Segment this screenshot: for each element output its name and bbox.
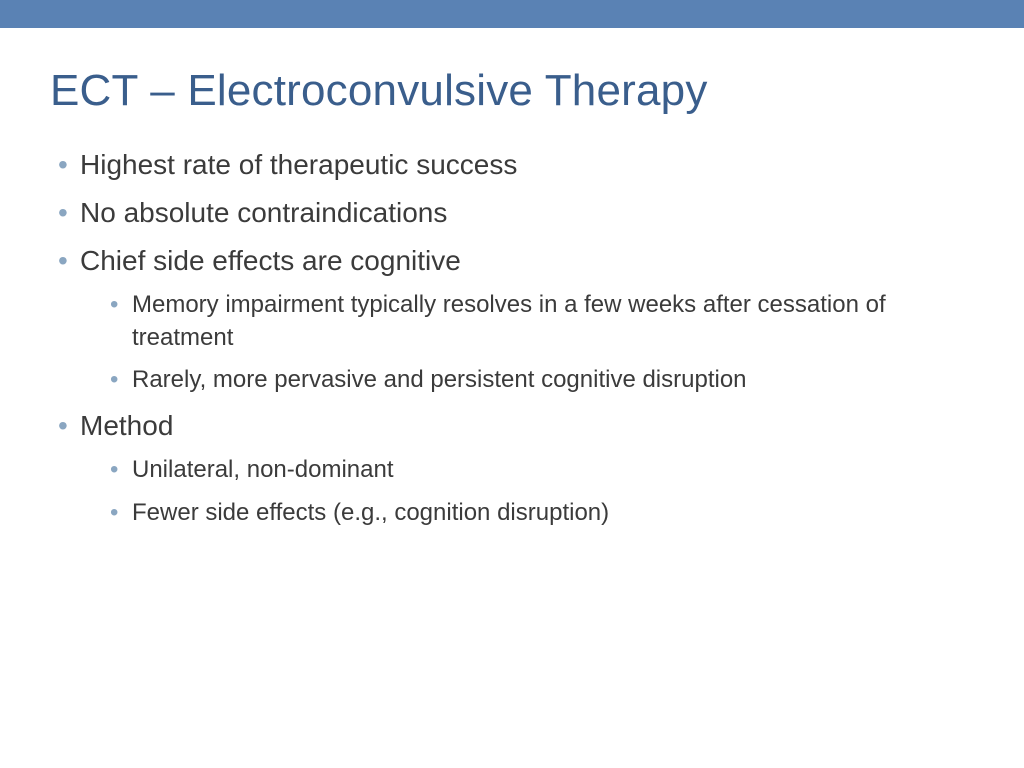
list-item: No absolute contraindications <box>58 194 974 232</box>
bullet-text: Memory impairment typically resolves in … <box>132 291 886 350</box>
slide-content: ECT – Electroconvulsive Therapy Highest … <box>0 28 1024 529</box>
sub-bullet-list: Unilateral, non-dominant Fewer side effe… <box>80 454 974 529</box>
list-item: Rarely, more pervasive and persistent co… <box>110 364 974 396</box>
bullet-text: Unilateral, non-dominant <box>132 456 393 483</box>
top-accent-bar <box>0 0 1024 28</box>
bullet-list: Highest rate of therapeutic success No a… <box>50 146 974 529</box>
bullet-text: No absolute contraindications <box>80 197 447 228</box>
bullet-text: Chief side effects are cognitive <box>80 245 461 276</box>
slide-title: ECT – Electroconvulsive Therapy <box>50 66 974 116</box>
list-item: Chief side effects are cognitive Memory … <box>58 242 974 397</box>
bullet-text: Method <box>80 410 173 441</box>
bullet-text: Highest rate of therapeutic success <box>80 149 517 180</box>
sub-bullet-list: Memory impairment typically resolves in … <box>80 289 974 396</box>
list-item: Highest rate of therapeutic success <box>58 146 974 184</box>
bullet-text: Fewer side effects (e.g., cognition disr… <box>132 499 609 526</box>
list-item: Method Unilateral, non-dominant Fewer si… <box>58 407 974 530</box>
list-item: Fewer side effects (e.g., cognition disr… <box>110 497 974 529</box>
list-item: Memory impairment typically resolves in … <box>110 289 974 354</box>
bullet-text: Rarely, more pervasive and persistent co… <box>132 366 747 393</box>
list-item: Unilateral, non-dominant <box>110 454 974 486</box>
